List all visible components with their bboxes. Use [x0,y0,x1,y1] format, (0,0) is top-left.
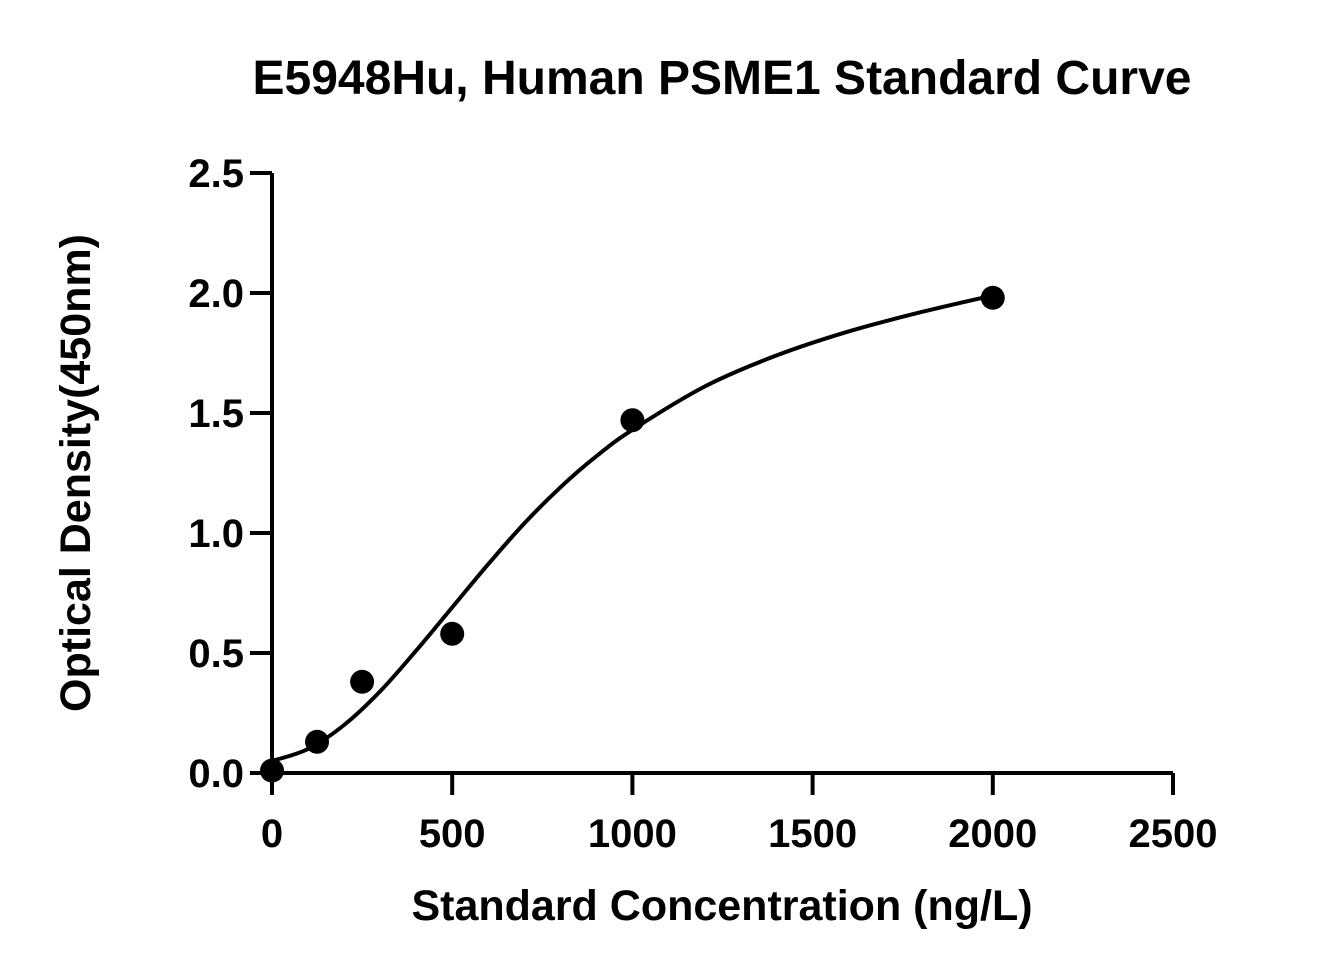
fit-curve [271,293,994,763]
y-tick-label: 2.5 [188,152,244,196]
x-tick-label: 2500 [1129,812,1218,856]
x-ticks: 0 500 1000 1500 2000 2500 [261,773,1218,856]
y-tick-label: 1.0 [188,512,244,556]
x-tick-label: 2000 [948,812,1037,856]
data-points [260,285,1005,783]
y-tick-label: 0.0 [188,752,244,796]
y-axis-title: Optical Density(450nm) [52,234,100,712]
x-tick-label: 0 [261,812,283,856]
x-tick-label: 1000 [588,812,677,856]
chart-title: E5948Hu, Human PSME1 Standard Curve [253,52,1192,105]
y-tick-label: 0.5 [188,632,244,676]
y-tick-label: 2.0 [188,272,244,316]
x-axis-title: Standard Concentration (ng/L) [411,882,1032,930]
y-ticks: 0.0 0.5 1.0 1.5 2.0 2.5 [188,152,272,796]
data-point [350,669,375,694]
data-point [260,758,284,783]
data-point [440,621,465,646]
x-tick-label: 500 [419,812,486,856]
x-tick-label: 1500 [768,812,857,856]
y-tick-label: 1.5 [188,392,244,436]
data-point [620,408,645,433]
data-point [305,729,330,754]
data-point [980,285,1005,310]
